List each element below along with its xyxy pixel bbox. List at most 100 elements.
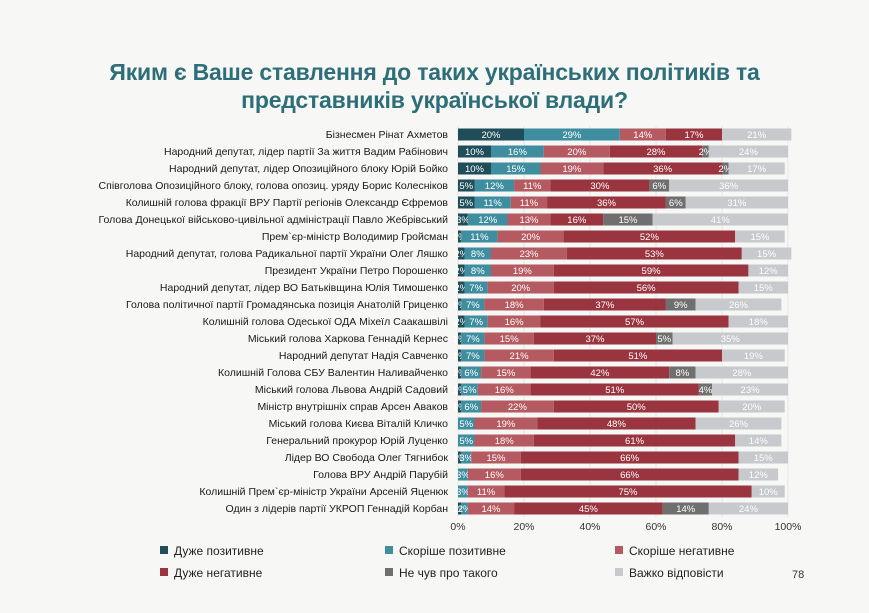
data-label: 53% xyxy=(645,249,665,260)
data-label: 3% xyxy=(456,470,470,481)
category-label: Міський голова Києва Віталій Кличко xyxy=(269,418,449,430)
data-label: 2% xyxy=(454,283,468,294)
legend-label: Дуже позитивне xyxy=(174,544,264,558)
bar-segment xyxy=(741,247,792,260)
category-label: Народний депутат, лідер Опозиційного бло… xyxy=(169,163,448,175)
legend-item: Не чув про такого xyxy=(385,566,498,580)
bar-segment xyxy=(520,468,739,481)
data-label: 7% xyxy=(469,317,483,328)
chart-title-line-2: представників української влади? xyxy=(241,87,628,113)
data-label: 10% xyxy=(465,164,485,175)
data-label: 52% xyxy=(640,232,660,243)
data-label: 7% xyxy=(466,334,480,345)
bar-segment xyxy=(487,281,554,294)
data-label: 4% xyxy=(699,385,713,396)
bar-segment xyxy=(672,332,788,345)
data-label: 1% xyxy=(453,453,467,464)
category-label: Колишній Голова СБУ Валентин Наливайченк… xyxy=(218,367,448,379)
data-label: 61% xyxy=(625,436,645,447)
bar-segment xyxy=(458,247,465,260)
bar-segment xyxy=(553,264,749,277)
legend-item: Дуже позитивне xyxy=(160,544,264,558)
data-label: 51% xyxy=(628,351,648,362)
bar-segment xyxy=(708,145,788,158)
bar-segment xyxy=(458,502,462,515)
data-label: 15% xyxy=(754,283,774,294)
category-label: Лідер ВО Свобода Олег Тягнибок xyxy=(285,452,449,464)
bar-segment xyxy=(514,502,663,515)
bar-segment xyxy=(461,451,472,464)
category-label: Генеральний прокурор Юрій Луценко xyxy=(266,435,448,447)
data-label: 37% xyxy=(585,334,605,345)
category-label: Співголова Опозиційного блоку, голова оп… xyxy=(99,180,449,192)
data-label: 20% xyxy=(521,232,541,243)
bar-segment xyxy=(458,468,468,481)
category-label: Народний депутат, голова Радикальної пар… xyxy=(126,248,448,260)
category-label: Народний депутат, лідер ВО Батьківщина Ю… xyxy=(160,282,448,294)
legend-item: Важко відповісти xyxy=(615,566,724,580)
bar-segment xyxy=(461,400,482,413)
bar-segment xyxy=(553,349,722,362)
data-label: 66% xyxy=(620,453,640,464)
data-label: 15% xyxy=(506,164,526,175)
bar-segment xyxy=(695,417,782,430)
bar-segment xyxy=(491,162,541,175)
x-tick-label: 0% xyxy=(450,521,465,533)
bar-segment xyxy=(550,179,650,192)
bar-segment xyxy=(735,230,785,243)
data-label: 5% xyxy=(459,198,473,209)
data-label: 16% xyxy=(485,470,505,481)
bar-segment xyxy=(520,451,739,464)
data-label: 15% xyxy=(486,453,506,464)
data-label: 19% xyxy=(744,351,764,362)
data-label: 15% xyxy=(754,453,774,464)
category-label: Колишній голова фракції ВРУ Партії регіо… xyxy=(126,197,449,209)
bar-segment xyxy=(464,281,488,294)
legend-label: Дуже негативне xyxy=(174,566,263,580)
category-label: Бізнесмен Рінат Ахметов xyxy=(326,129,449,141)
bar-segment xyxy=(481,366,531,379)
data-label: 45% xyxy=(579,504,599,515)
bar-segment xyxy=(530,366,670,379)
data-label: 1% xyxy=(453,232,467,243)
legend-swatch xyxy=(615,546,623,554)
stacked-bar-chart: Бізнесмен Рінат Ахметов 20% 29% 14% 17% 21% На… xyxy=(99,126,801,533)
bar-segment xyxy=(458,332,462,345)
bar-segment xyxy=(543,145,610,158)
category-label: Міністр внутрішніх справ Арсен Аваков xyxy=(257,401,448,413)
bar-segment xyxy=(461,230,498,243)
data-label: 5% xyxy=(459,436,473,447)
data-label: 24% xyxy=(739,147,759,158)
bar-segment xyxy=(619,128,666,141)
data-label: 28% xyxy=(646,147,666,158)
bar-segment xyxy=(458,417,475,430)
bar-segment xyxy=(458,145,491,158)
bar-segment xyxy=(464,264,491,277)
bar-segment xyxy=(484,298,544,311)
bar-segment xyxy=(497,230,564,243)
category-label: Голова Донецької військово-цивільної адм… xyxy=(99,214,449,226)
bar-segment xyxy=(464,315,488,328)
bar-segment xyxy=(540,162,604,175)
data-label: 30% xyxy=(590,181,610,192)
bar-segment xyxy=(461,298,485,311)
bar-segment xyxy=(669,179,788,192)
data-label: 8% xyxy=(676,368,690,379)
data-label: 1% xyxy=(453,300,467,311)
data-label: 26% xyxy=(729,419,749,430)
data-label: 50% xyxy=(627,402,647,413)
bar-segment xyxy=(458,451,462,464)
data-label: 6% xyxy=(464,368,478,379)
data-label: 2% xyxy=(458,504,472,515)
bar-segment xyxy=(662,502,709,515)
data-label: 12% xyxy=(485,181,505,192)
bar-segment xyxy=(537,417,696,430)
data-label: 11% xyxy=(470,232,489,243)
bar-segment xyxy=(553,400,719,413)
data-label: 15% xyxy=(496,368,516,379)
data-label: 15% xyxy=(618,215,638,226)
data-label: 1% xyxy=(453,402,467,413)
bar-segment xyxy=(484,349,554,362)
bar-segment xyxy=(461,383,478,396)
bar-segment xyxy=(603,162,722,175)
